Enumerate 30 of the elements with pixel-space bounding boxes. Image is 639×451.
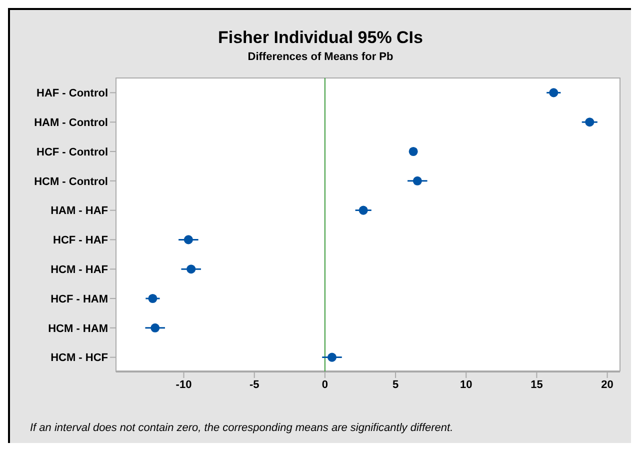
point	[186, 264, 196, 274]
y-tick-label: HCM - HAF	[50, 264, 108, 276]
point	[150, 323, 160, 332]
x-tick-label: 10	[460, 378, 472, 391]
y-tick-label: HCF - HAF	[53, 234, 108, 247]
y-tick-label: HCM - HCF	[50, 352, 108, 364]
x-tick-label: 20	[601, 378, 614, 391]
y-tick-label: HAF - Control	[36, 88, 108, 100]
y-tick-label: HAM - Control	[34, 117, 108, 130]
point	[327, 352, 337, 362]
y-tick-label: HCF - HAM	[50, 293, 108, 306]
chart-title: Fisher Individual 95% CIs	[216, 27, 424, 48]
chart-subtitle: Differences of Means for Pb	[246, 51, 394, 63]
y-tick-label: HCM - HAM	[48, 322, 108, 335]
text: If an interval does not contain zero, the corresponding means are significantly different.	[30, 422, 454, 434]
x-tick-label: 15	[530, 378, 543, 391]
x-tick-label: -5	[249, 378, 260, 391]
y-tick-label: HCF - Control	[36, 146, 108, 158]
point	[148, 294, 158, 304]
point	[358, 206, 368, 215]
point	[408, 146, 418, 156]
x-tick-label: 0	[322, 378, 328, 391]
x-tick-label: -10	[176, 378, 192, 391]
point	[412, 176, 422, 186]
x-tick-label: 5	[392, 378, 399, 391]
y-tick-label: HCM - Control	[34, 176, 108, 188]
y-tick-label: HAM - HAF	[50, 205, 108, 218]
point	[549, 88, 558, 98]
point	[585, 118, 594, 127]
point	[184, 235, 193, 244]
